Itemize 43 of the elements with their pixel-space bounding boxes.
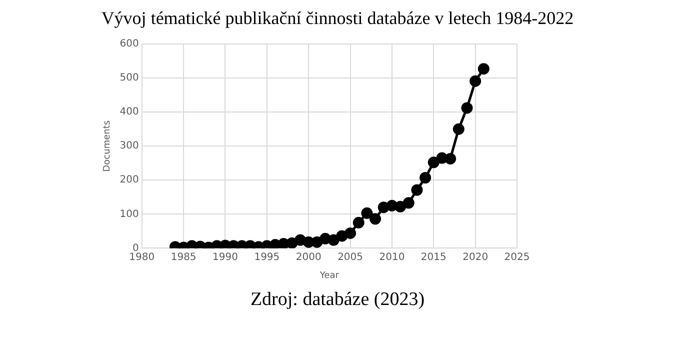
- point: [394, 200, 406, 212]
- point: [428, 156, 440, 168]
- x-tick-label: 2000: [296, 252, 322, 263]
- x-tick-label: 2025: [504, 252, 530, 263]
- point: [420, 172, 432, 184]
- chart-title: Vývoj tématické publikační činnosti databáze v letech 1984-2022: [100, 8, 575, 29]
- point: [452, 123, 464, 135]
- x-tick-label: 2015: [420, 252, 446, 263]
- y-tick-label: 200: [120, 174, 139, 186]
- y-tick-label: 100: [120, 208, 139, 220]
- point: [461, 102, 473, 114]
- y-tick-label: 400: [120, 106, 139, 118]
- y-tick-label: 600: [120, 38, 139, 50]
- point: [344, 227, 356, 239]
- point: [444, 152, 456, 164]
- point: [278, 238, 290, 248]
- x-tick-label: 2005: [338, 252, 364, 263]
- x-tick-label: 2010: [379, 252, 405, 263]
- point: [352, 216, 364, 228]
- point: [411, 184, 423, 196]
- point: [470, 75, 482, 87]
- point: [361, 207, 373, 219]
- x-axis-title: Year: [318, 270, 340, 281]
- x-tick-label: 2020: [462, 252, 488, 263]
- text: Zdroj: databáze (2023): [249, 289, 426, 311]
- x-tick-label: 1985: [170, 252, 196, 263]
- y-tick-label: 0: [132, 242, 139, 254]
- y-tick-label: 300: [120, 140, 139, 152]
- point: [402, 197, 414, 209]
- x-tick-label: 1980: [129, 252, 155, 263]
- point: [370, 213, 382, 225]
- point: [478, 63, 490, 75]
- point: [244, 240, 256, 248]
- point: [328, 234, 340, 246]
- point: [286, 237, 298, 248]
- point: [270, 239, 282, 248]
- point: [186, 240, 198, 248]
- y-tick-label: 500: [120, 72, 139, 84]
- x-tick-label: 1990: [212, 252, 238, 263]
- x-tick-label: 1995: [254, 252, 280, 263]
- y-axis-title: Documents: [102, 120, 113, 172]
- point: [336, 230, 348, 242]
- point: [311, 236, 323, 248]
